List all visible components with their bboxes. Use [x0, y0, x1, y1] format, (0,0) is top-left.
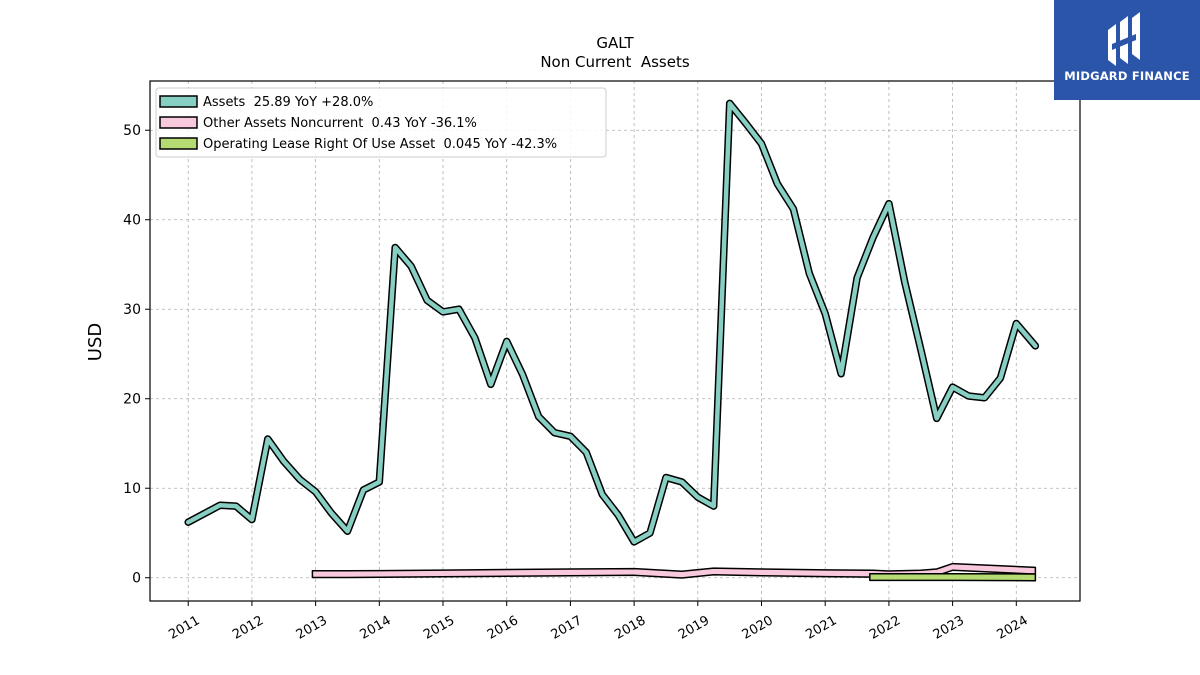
y-tick-label: 40	[123, 213, 141, 229]
x-tick-label: 2014	[357, 613, 393, 643]
x-tick-label: 2016	[485, 613, 521, 643]
y-axis-label: USD	[85, 323, 106, 361]
legend: Assets 25.89 YoY +28.0% Other Assets Nonc…	[155, 87, 607, 158]
x-tick-label: 2022	[867, 613, 903, 643]
x-tick-label: 2023	[931, 613, 967, 643]
y-axis: 0 10 20 30 40 50	[123, 123, 150, 587]
legend-label: Assets 25.89 YoY +28.0%	[203, 95, 373, 110]
x-tick-label: 2024	[994, 613, 1030, 643]
x-tick-label: 2019	[676, 613, 712, 643]
chart-title: GALT	[596, 34, 634, 52]
x-tick-label: 2015	[421, 613, 457, 643]
series-bands	[311, 562, 1037, 582]
brand-logo: MIDGARD FINANCE	[1054, 0, 1200, 100]
legend-label: Operating Lease Right Of Use Asset 0.045…	[203, 137, 557, 152]
legend-label: Other Assets Noncurrent 0.43 YoY -36.1%	[203, 116, 477, 131]
x-tick-label: 2012	[230, 613, 266, 643]
x-tick-label: 2021	[803, 613, 839, 643]
x-tick-label: 2013	[294, 613, 330, 643]
x-axis: 2011 2012 2013 2014 2015 2016 2017 2018 2019 2020…	[166, 601, 1031, 643]
y-tick-label: 10	[123, 481, 141, 497]
legend-swatch	[159, 116, 198, 129]
x-tick-label: 2020	[740, 613, 776, 643]
series-band-2	[869, 572, 1037, 582]
brand-name: MIDGARD FINANCE	[1064, 69, 1190, 83]
legend-box	[155, 87, 607, 158]
grid	[150, 81, 1080, 601]
plot-frame	[149, 80, 1081, 602]
legend-swatch	[159, 95, 198, 108]
x-tick-label: 2011	[166, 613, 202, 643]
chart-subtitle: Non Current Assets	[540, 53, 690, 71]
x-tick-label: 2017	[549, 613, 585, 643]
y-tick-label: 20	[123, 392, 141, 408]
y-tick-label: 0	[132, 571, 141, 587]
y-tick-label: 30	[123, 302, 141, 318]
legend-swatch	[159, 137, 198, 150]
y-tick-label: 50	[123, 123, 141, 139]
midgard-logo-icon	[1108, 12, 1140, 66]
series-lines	[184, 99, 1040, 546]
x-tick-label: 2018	[612, 613, 648, 643]
